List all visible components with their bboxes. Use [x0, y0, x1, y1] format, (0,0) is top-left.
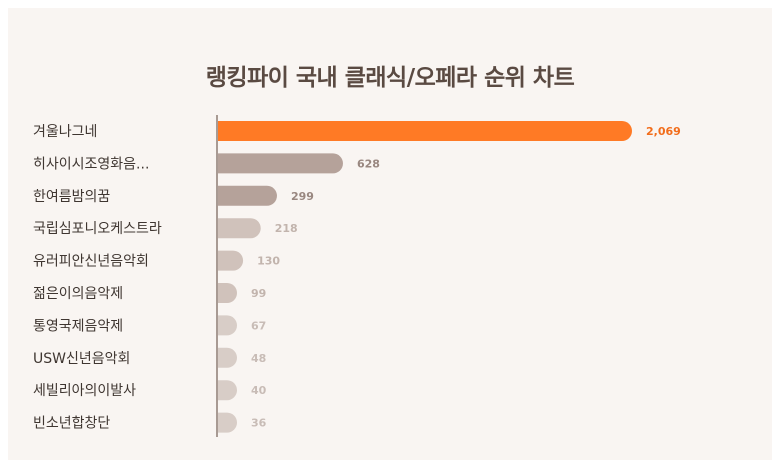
category-label: 세빌리아의이발사 — [33, 383, 136, 399]
axis-mask — [205, 112, 216, 442]
category-label: 젊은이의음악제 — [33, 286, 123, 302]
value-label: 218 — [275, 222, 298, 235]
value-label: 67 — [251, 319, 266, 332]
category-label: 히사이시조영화음... — [33, 156, 149, 172]
bar — [207, 121, 632, 141]
category-label: 통영국제음악제 — [33, 318, 123, 334]
category-label: 한여름밤의꿈 — [33, 189, 110, 205]
category-label: USW신년음악회 — [33, 351, 130, 367]
value-label: 40 — [251, 384, 267, 397]
category-label: 빈소년합창단 — [33, 416, 110, 432]
category-label: 국립심포니오케스트라 — [33, 221, 162, 237]
value-label: 48 — [251, 352, 266, 365]
value-label: 99 — [251, 287, 266, 300]
bar — [207, 218, 261, 239]
category-label: 유러피안신년음악회 — [33, 254, 149, 270]
value-label: 36 — [251, 417, 267, 430]
bar — [207, 153, 343, 174]
value-label: 2,069 — [646, 125, 681, 138]
bar — [207, 185, 277, 206]
value-label: 628 — [357, 157, 380, 170]
value-label: 299 — [291, 190, 314, 203]
category-label: 겨울나그네 — [33, 124, 97, 140]
value-label: 130 — [257, 255, 280, 268]
chart-title: 랭킹파이 국내 클래식/오페라 순위 차트 — [205, 65, 575, 91]
chart-card — [8, 8, 772, 460]
